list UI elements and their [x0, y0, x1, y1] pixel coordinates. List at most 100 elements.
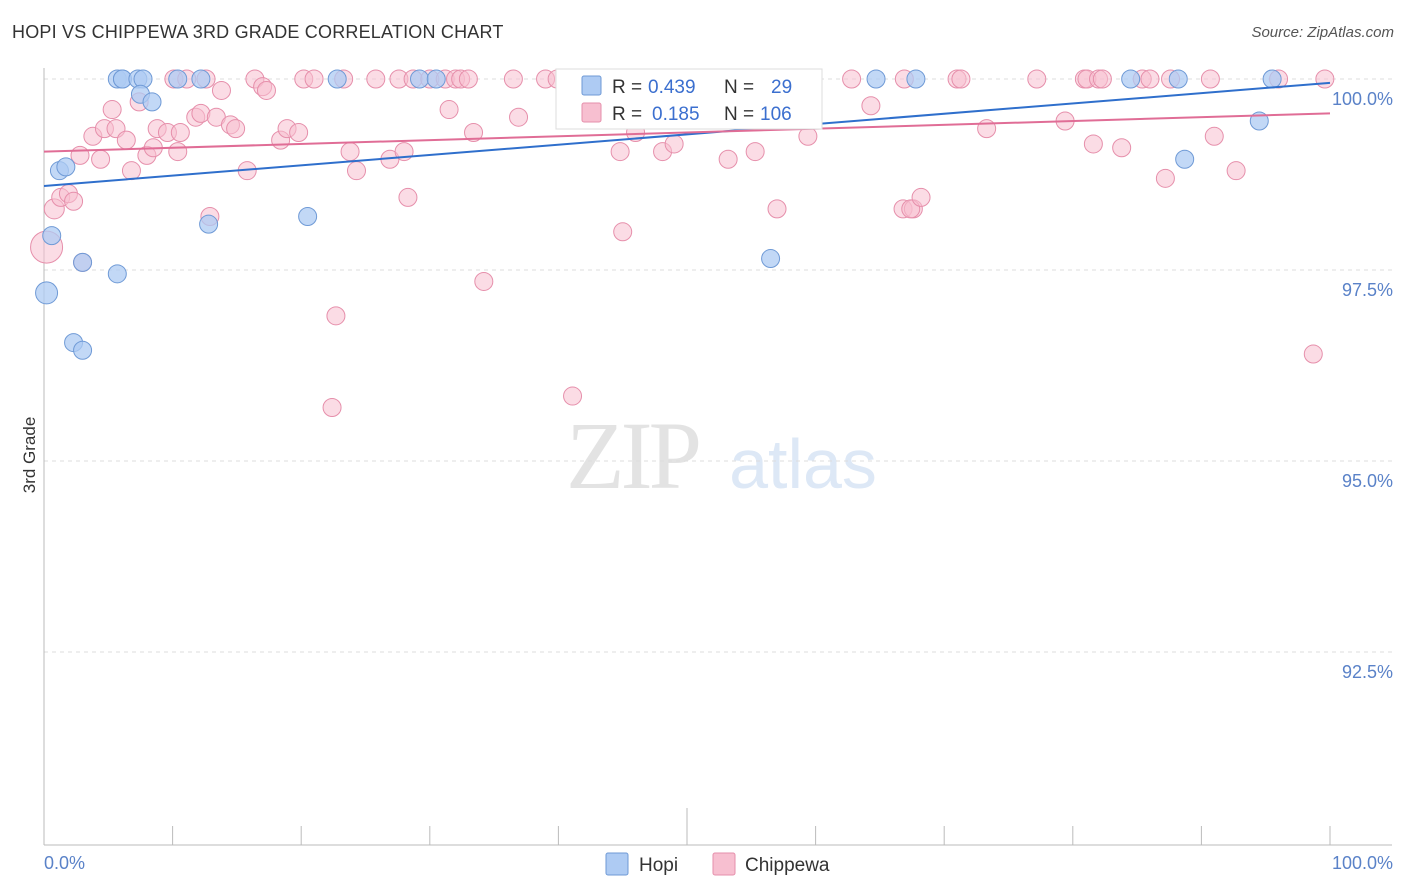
- chippewa-n-label: N =: [724, 104, 754, 125]
- hopi-n-value: 29: [771, 77, 792, 98]
- chippewa-point: [951, 69, 971, 89]
- hopi-point: [107, 264, 127, 284]
- chippewa-point: [256, 80, 276, 100]
- chippewa-r-label: R =: [612, 104, 642, 125]
- hopi-point: [35, 281, 59, 305]
- hopi-point: [168, 69, 188, 89]
- chippewa-point: [664, 134, 684, 154]
- chippewa-point: [861, 96, 881, 116]
- chippewa-point: [1200, 69, 1220, 89]
- chippewa-point: [911, 187, 931, 207]
- chippewa-point: [1204, 126, 1224, 146]
- chippewa-point: [1155, 168, 1175, 188]
- chippewa-point: [168, 142, 188, 162]
- chippewa-point: [842, 69, 862, 89]
- legend-chippewa-label: Chippewa: [745, 855, 830, 876]
- trend-lines: [43, 81, 1331, 187]
- bottom-legend: Hopi Chippewa: [605, 852, 830, 876]
- chippewa-point: [977, 119, 997, 139]
- hopi-point: [199, 214, 219, 234]
- chart-title: HOPI VS CHIPPEWA 3RD GRADE CORRELATION C…: [12, 22, 504, 42]
- hopi-point: [73, 252, 93, 272]
- stats-legend: R = 0.439 N = 29 R = 0.185 N = 106: [555, 68, 823, 130]
- hopi-point: [73, 340, 93, 360]
- chippewa-point: [1083, 134, 1103, 154]
- hopi-point: [1262, 69, 1282, 89]
- y-tick-label: 92.5%: [1342, 662, 1393, 682]
- chippewa-point: [610, 142, 630, 162]
- chippewa-point: [326, 306, 346, 326]
- legend-hopi-swatch: [605, 852, 629, 876]
- chippewa-point: [1303, 344, 1323, 364]
- chippewa-n-value: 106: [760, 104, 792, 125]
- hopi-point: [56, 157, 76, 177]
- chippewa-point: [211, 80, 231, 100]
- chippewa-point: [503, 69, 523, 89]
- chippewa-point: [458, 69, 478, 89]
- chippewa-point: [121, 161, 141, 181]
- hopi-point: [1175, 149, 1195, 169]
- chippewa-point: [1226, 161, 1246, 181]
- y-tick-label: 95.0%: [1342, 471, 1393, 491]
- hopi-point: [142, 92, 162, 112]
- chippewa-trend-line: [43, 112, 1331, 153]
- chippewa-point: [116, 130, 136, 150]
- hopi-point: [906, 69, 926, 89]
- chippewa-point: [767, 199, 787, 219]
- hopi-point: [761, 249, 781, 269]
- hopi-trend-line: [43, 81, 1331, 187]
- y-axis-label: 3rd Grade: [20, 417, 39, 494]
- chippewa-point: [304, 69, 324, 89]
- hopi-points: [35, 69, 1282, 360]
- y-tick-label: 97.5%: [1342, 280, 1393, 300]
- chippewa-point: [1315, 69, 1335, 89]
- chippewa-point: [322, 398, 342, 418]
- legend-chippewa-swatch: [712, 852, 736, 876]
- chippewa-point: [613, 222, 633, 242]
- hopi-point: [327, 69, 347, 89]
- chippewa-point: [718, 149, 738, 169]
- hopi-point: [1168, 69, 1188, 89]
- chippewa-swatch: [581, 102, 602, 123]
- chippewa-point: [563, 386, 583, 406]
- chippewa-point: [474, 271, 494, 291]
- chippewa-point: [226, 119, 246, 139]
- chippewa-point: [1140, 69, 1160, 89]
- chippewa-point: [1092, 69, 1112, 89]
- hopi-r-label: R =: [612, 77, 642, 98]
- chippewa-point: [745, 142, 765, 162]
- chippewa-point: [340, 142, 360, 162]
- chippewa-point: [289, 122, 309, 142]
- chippewa-point: [366, 69, 386, 89]
- hopi-point: [426, 69, 446, 89]
- chippewa-point: [1027, 69, 1047, 89]
- hopi-point: [42, 226, 62, 246]
- chippewa-point: [170, 122, 190, 142]
- chippewa-point: [64, 191, 84, 211]
- y-tick-label: 100.0%: [1332, 89, 1393, 109]
- hopi-point: [1121, 69, 1141, 89]
- legend-hopi-label: Hopi: [639, 855, 678, 876]
- watermark-zip: ZIP: [566, 402, 699, 509]
- chippewa-point: [398, 187, 418, 207]
- x-tick-label-max: 100.0%: [1332, 853, 1393, 873]
- chippewa-point: [1112, 138, 1132, 158]
- chippewa-r-value: 0.185: [652, 104, 700, 125]
- source-label: Source: ZipAtlas.com: [1251, 24, 1394, 41]
- hopi-point: [866, 69, 886, 89]
- chippewa-point: [102, 100, 122, 120]
- hopi-point: [298, 207, 318, 227]
- chippewa-point: [464, 122, 484, 142]
- watermark-atlas: atlas: [729, 425, 877, 503]
- x-tick-label-min: 0.0%: [44, 853, 85, 873]
- hopi-n-label: N =: [724, 77, 754, 98]
- hopi-swatch: [581, 75, 602, 96]
- hopi-point: [191, 69, 211, 89]
- axes: 100.0% 97.5% 95.0% 92.5% 0.0% 100.0%: [43, 68, 1393, 873]
- chippewa-point: [439, 100, 459, 120]
- chippewa-point: [346, 161, 366, 181]
- hopi-r-value: 0.439: [648, 77, 696, 98]
- chippewa-point: [509, 107, 529, 127]
- chippewa-point: [91, 149, 111, 169]
